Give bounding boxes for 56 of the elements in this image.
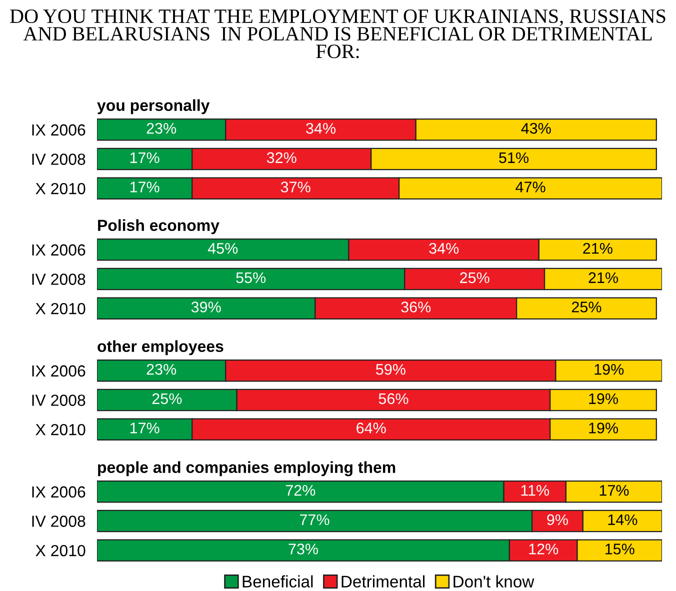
data-label: 25% [152,393,182,404]
legend-label: Beneficial [242,575,313,588]
legend-label: Don't know [454,575,534,588]
data-label: 17% [130,422,160,434]
chart-title: people and companies employing them [98,461,396,476]
data-label: 64% [356,422,386,434]
data-label: 51% [499,152,529,164]
data-label: 19% [589,422,618,434]
data-label: 12% [529,544,558,554]
data-label: 21% [588,272,618,284]
data-label: 43% [521,122,551,134]
data-label: 23% [146,364,176,375]
y-tick-label: IX 2006 [32,365,86,377]
data-label: 55% [236,272,266,284]
y-tick-label: IX 2006 [32,486,86,498]
y-tick-label: IV 2008 [32,516,86,527]
data-label: 34% [429,242,459,254]
data-label: 47% [516,182,546,192]
data-label: 37% [280,182,310,192]
data-label: 19% [594,364,624,375]
y-tick-label: X 2010 [36,424,86,436]
data-label: 23% [146,122,176,134]
data-label: 72% [286,484,316,496]
chart-title: other employees [98,340,224,356]
y-tick-label: X 2010 [36,182,86,194]
chart-title: DO YOU THINK THAT THE EMPLOYMENT OF UKRAINIANS, RUSSIANS AND BELARUSIANS IN POLAND IS BENEFICIAL OR DETRIMENTAL FOR: [10,10,666,58]
y-tick-label: IV 2008 [32,274,86,285]
legend-label: Detrimental [342,575,424,588]
data-label: 73% [288,544,318,554]
y-tick-label: X 2010 [36,302,86,314]
data-label: 17% [600,485,629,496]
data-label: 14% [608,514,638,526]
y-tick-label: IX 2006 [32,244,86,256]
y-tick-label: X 2010 [36,544,86,556]
data-label: 39% [191,302,221,312]
data-label: 19% [589,393,618,404]
data-label: 25% [572,302,602,312]
y-tick-label: IX 2006 [32,124,86,136]
data-label: 34% [306,122,336,134]
chart-subtitle: you personally [97,99,210,114]
y-tick-label: IV 2008 [32,154,86,165]
data-label: 11% [521,485,550,496]
data-label: 32% [266,152,296,164]
data-label: 25% [460,272,490,284]
chart-title: Polish economy [98,219,220,234]
data-label: 21% [583,242,612,254]
data-label: 59% [376,364,406,375]
data-label: 17% [130,182,160,192]
data-label: 9% [547,514,568,526]
data-label: 15% [606,544,634,554]
data-label: 56% [378,393,408,404]
data-label: 45% [208,243,238,254]
data-label: 36% [401,302,431,312]
y-tick-label: IV 2008 [32,394,86,406]
data-label: 77% [300,514,330,526]
data-label: 17% [130,152,160,164]
